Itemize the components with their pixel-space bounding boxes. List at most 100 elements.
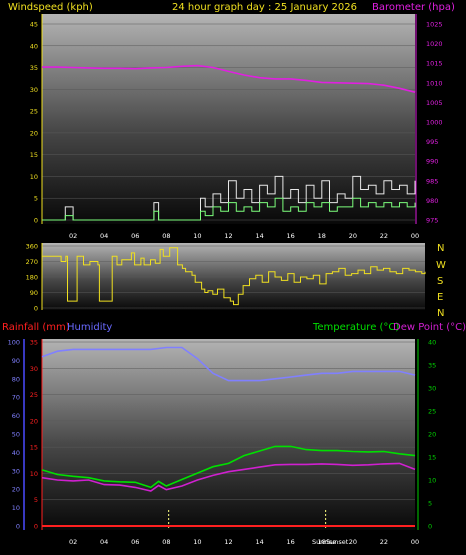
hour-tick-label: 12 bbox=[224, 538, 232, 546]
barometer-tick-label: 995 bbox=[426, 138, 438, 146]
hour-tick-label: 18 bbox=[318, 538, 326, 546]
temperature-line bbox=[41, 445, 416, 489]
wind-tick-label: 15 bbox=[30, 151, 38, 159]
dir-letter-s: S bbox=[437, 276, 443, 287]
direction-tick-label: 360 bbox=[26, 243, 38, 251]
barometer-tick-label: 1025 bbox=[426, 21, 443, 29]
hour-tick-label: 10 bbox=[193, 538, 201, 546]
rainfall-tick-label: 15 bbox=[30, 444, 38, 452]
barometer-tick-label: 975 bbox=[426, 217, 438, 225]
humidity-tick-label: 90 bbox=[12, 357, 20, 365]
humidity-tick-label: 30 bbox=[12, 467, 20, 475]
wind-tick-label: 40 bbox=[30, 42, 38, 50]
hour-tick-label: 12 bbox=[224, 232, 232, 240]
rainfall-tick-label: 30 bbox=[30, 365, 38, 373]
barometer-line bbox=[42, 64, 416, 93]
wind-tick-label: 0 bbox=[34, 217, 38, 225]
hour-tick-label: 20 bbox=[349, 232, 357, 240]
hour-tick-label: 02 bbox=[69, 538, 77, 546]
barometer-tick-label: 1000 bbox=[426, 119, 443, 127]
temperature-axis-title: Temperature (°C) bbox=[312, 322, 399, 333]
hour-tick-label: 16 bbox=[287, 232, 295, 240]
sunset-label: Sunset bbox=[326, 538, 349, 546]
temperature-tick-label: 15 bbox=[428, 454, 436, 462]
hour-tick-label: 16 bbox=[287, 538, 295, 546]
humidity-tick-label: 100 bbox=[8, 339, 20, 347]
hour-tick-label: 00 bbox=[411, 232, 419, 240]
direction-panel-background bbox=[42, 243, 425, 310]
humidity-tick-label: 80 bbox=[12, 375, 20, 383]
hour-tick-label: 22 bbox=[380, 232, 388, 240]
humidity-tick-label: 60 bbox=[12, 412, 20, 420]
humidity-tick-label: 20 bbox=[12, 486, 20, 494]
humidity-axis-title: Humidity bbox=[67, 322, 112, 333]
barometer-tick-label: 1015 bbox=[426, 60, 443, 68]
temperature-tick-label: 30 bbox=[428, 385, 436, 393]
hour-tick-label: 10 bbox=[193, 232, 201, 240]
humidity-tick-label: 50 bbox=[12, 431, 20, 439]
direction-tick-label: 270 bbox=[26, 258, 38, 266]
wind-tick-label: 45 bbox=[30, 21, 38, 29]
hour-tick-label: 22 bbox=[380, 538, 388, 546]
hour-tick-label: 08 bbox=[162, 232, 170, 240]
dir-letter-e: E bbox=[437, 292, 443, 303]
humidity-tick-label: 10 bbox=[12, 504, 20, 512]
temperature-tick-label: 5 bbox=[428, 500, 432, 508]
temperature-tick-label: 0 bbox=[428, 523, 432, 531]
wind-tick-label: 30 bbox=[30, 86, 38, 94]
hour-tick-label: 18 bbox=[318, 232, 326, 240]
dewpoint-line bbox=[41, 462, 416, 492]
hour-tick-label: 06 bbox=[131, 232, 139, 240]
wind-tick-label: 20 bbox=[30, 129, 38, 137]
dir-letter-n-top: N bbox=[437, 243, 444, 254]
hour-tick-label: 00 bbox=[411, 538, 419, 546]
hour-tick-label: 06 bbox=[131, 538, 139, 546]
humidity-tick-label: 0 bbox=[16, 523, 20, 531]
rainfall-tick-label: 35 bbox=[30, 339, 38, 347]
dewpoint-axis-title: Dew Point (°C) bbox=[393, 322, 466, 333]
rainfall-tick-label: 5 bbox=[34, 496, 38, 504]
wind-tick-label: 35 bbox=[30, 64, 38, 72]
humidity-line bbox=[41, 346, 416, 382]
direction-tick-label: 180 bbox=[26, 274, 38, 282]
graph-title: 24 hour graph day : 25 January 2026 bbox=[172, 2, 357, 13]
barometer-tick-label: 990 bbox=[426, 158, 438, 166]
dir-letter-n-bottom: N bbox=[437, 308, 444, 319]
temperature-tick-label: 40 bbox=[428, 339, 436, 347]
hour-tick-label: 08 bbox=[162, 538, 170, 546]
barometer-tick-label: 985 bbox=[426, 177, 438, 185]
rainfall-tick-label: 10 bbox=[30, 470, 38, 478]
barometer-tick-label: 1010 bbox=[426, 79, 443, 87]
hour-tick-label: 04 bbox=[100, 538, 108, 546]
rainfall-tick-label: 0 bbox=[34, 523, 38, 531]
humidity-tick-label: 70 bbox=[12, 394, 20, 402]
wind-gust-line bbox=[42, 175, 416, 221]
windspeed-axis-title: Windspeed (kph) bbox=[8, 2, 93, 13]
humidity-tick-label: 40 bbox=[12, 449, 20, 457]
rainfall-axis-title: Rainfall (mm) bbox=[2, 322, 70, 333]
hour-tick-label: 14 bbox=[255, 232, 263, 240]
barometer-tick-label: 1020 bbox=[426, 40, 443, 48]
rainfall-tick-label: 20 bbox=[30, 417, 38, 425]
wind-direction-line bbox=[42, 247, 426, 306]
temp-panel-background bbox=[42, 339, 415, 530]
wind-average-line bbox=[42, 197, 416, 221]
barometer-tick-label: 980 bbox=[426, 197, 438, 205]
wind-tick-label: 5 bbox=[34, 195, 38, 203]
dir-letter-w: W bbox=[436, 260, 446, 271]
hour-tick-label: 04 bbox=[100, 232, 108, 240]
rainfall-tick-label: 25 bbox=[30, 391, 38, 399]
temperature-tick-label: 35 bbox=[428, 362, 436, 370]
direction-tick-label: 0 bbox=[34, 305, 38, 313]
hour-tick-label: 02 bbox=[69, 232, 77, 240]
hour-tick-label: 14 bbox=[255, 538, 263, 546]
wind-tick-label: 25 bbox=[30, 108, 38, 116]
temperature-tick-label: 25 bbox=[428, 408, 436, 416]
barometer-axis-title: Barometer (hpa) bbox=[372, 2, 455, 13]
temperature-tick-label: 20 bbox=[428, 431, 436, 439]
wind-tick-label: 10 bbox=[30, 173, 38, 181]
temperature-tick-label: 10 bbox=[428, 477, 436, 485]
barometer-tick-label: 1005 bbox=[426, 99, 443, 107]
sunrise-label: Sunrise bbox=[312, 538, 336, 546]
